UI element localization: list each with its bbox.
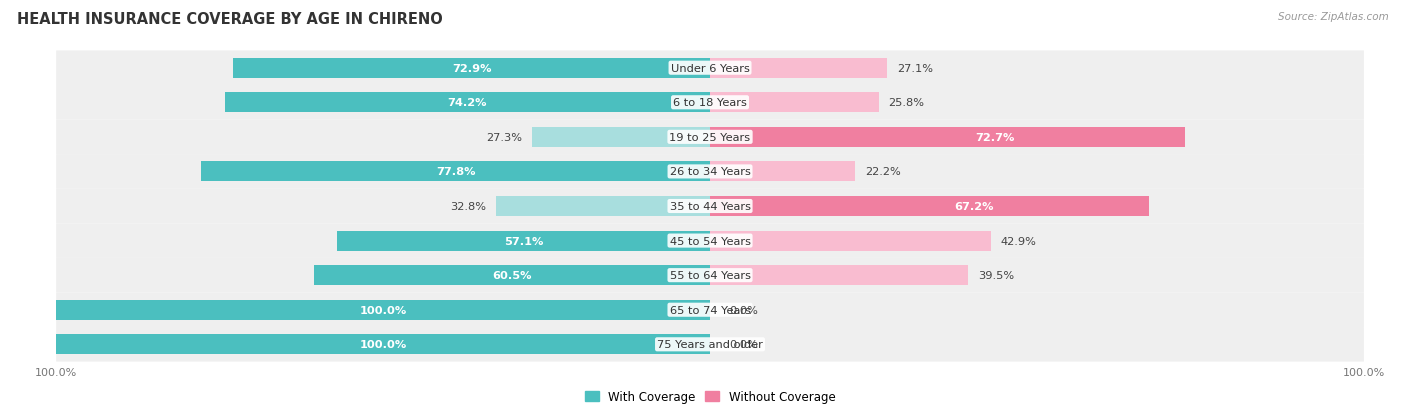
- Bar: [336, 231, 710, 251]
- Bar: [56, 335, 710, 354]
- Text: 45 to 54 Years: 45 to 54 Years: [669, 236, 751, 246]
- FancyBboxPatch shape: [56, 224, 1364, 258]
- Text: 0.0%: 0.0%: [730, 305, 758, 315]
- Text: 77.8%: 77.8%: [436, 167, 475, 177]
- Text: 57.1%: 57.1%: [503, 236, 543, 246]
- Bar: [531, 128, 710, 147]
- Bar: [201, 162, 710, 182]
- Text: 74.2%: 74.2%: [447, 98, 488, 108]
- Text: 26 to 34 Years: 26 to 34 Years: [669, 167, 751, 177]
- Text: 72.7%: 72.7%: [976, 133, 1015, 142]
- Text: 35 to 44 Years: 35 to 44 Years: [669, 202, 751, 211]
- FancyBboxPatch shape: [56, 258, 1364, 293]
- Text: Source: ZipAtlas.com: Source: ZipAtlas.com: [1278, 12, 1389, 22]
- Text: 27.1%: 27.1%: [897, 64, 934, 74]
- Text: 75 Years and older: 75 Years and older: [657, 339, 763, 349]
- Text: 100.0%: 100.0%: [360, 339, 406, 349]
- Text: 27.3%: 27.3%: [485, 133, 522, 142]
- Text: 72.9%: 72.9%: [451, 64, 492, 74]
- Text: 67.2%: 67.2%: [953, 202, 994, 211]
- Text: 55 to 64 Years: 55 to 64 Years: [669, 271, 751, 280]
- Bar: [710, 197, 1149, 216]
- Text: Under 6 Years: Under 6 Years: [671, 64, 749, 74]
- Bar: [315, 266, 710, 285]
- Legend: With Coverage, Without Coverage: With Coverage, Without Coverage: [579, 385, 841, 408]
- FancyBboxPatch shape: [56, 51, 1364, 86]
- Text: 100.0%: 100.0%: [360, 305, 406, 315]
- FancyBboxPatch shape: [56, 189, 1364, 224]
- Text: 39.5%: 39.5%: [979, 271, 1014, 280]
- Bar: [710, 266, 969, 285]
- FancyBboxPatch shape: [56, 293, 1364, 327]
- Bar: [233, 59, 710, 78]
- Bar: [225, 93, 710, 113]
- Bar: [710, 128, 1185, 147]
- Text: 22.2%: 22.2%: [865, 167, 901, 177]
- FancyBboxPatch shape: [56, 155, 1364, 189]
- Bar: [710, 59, 887, 78]
- FancyBboxPatch shape: [56, 120, 1364, 155]
- Bar: [710, 93, 879, 113]
- Text: 32.8%: 32.8%: [450, 202, 486, 211]
- Text: 0.0%: 0.0%: [730, 339, 758, 349]
- Text: 19 to 25 Years: 19 to 25 Years: [669, 133, 751, 142]
- Text: 25.8%: 25.8%: [889, 98, 925, 108]
- Text: 65 to 74 Years: 65 to 74 Years: [669, 305, 751, 315]
- Bar: [56, 300, 710, 320]
- FancyBboxPatch shape: [56, 327, 1364, 362]
- Text: HEALTH INSURANCE COVERAGE BY AGE IN CHIRENO: HEALTH INSURANCE COVERAGE BY AGE IN CHIR…: [17, 12, 443, 27]
- Text: 60.5%: 60.5%: [492, 271, 531, 280]
- Text: 6 to 18 Years: 6 to 18 Years: [673, 98, 747, 108]
- Bar: [710, 162, 855, 182]
- Bar: [495, 197, 710, 216]
- Text: 42.9%: 42.9%: [1000, 236, 1036, 246]
- FancyBboxPatch shape: [56, 86, 1364, 120]
- Bar: [710, 231, 990, 251]
